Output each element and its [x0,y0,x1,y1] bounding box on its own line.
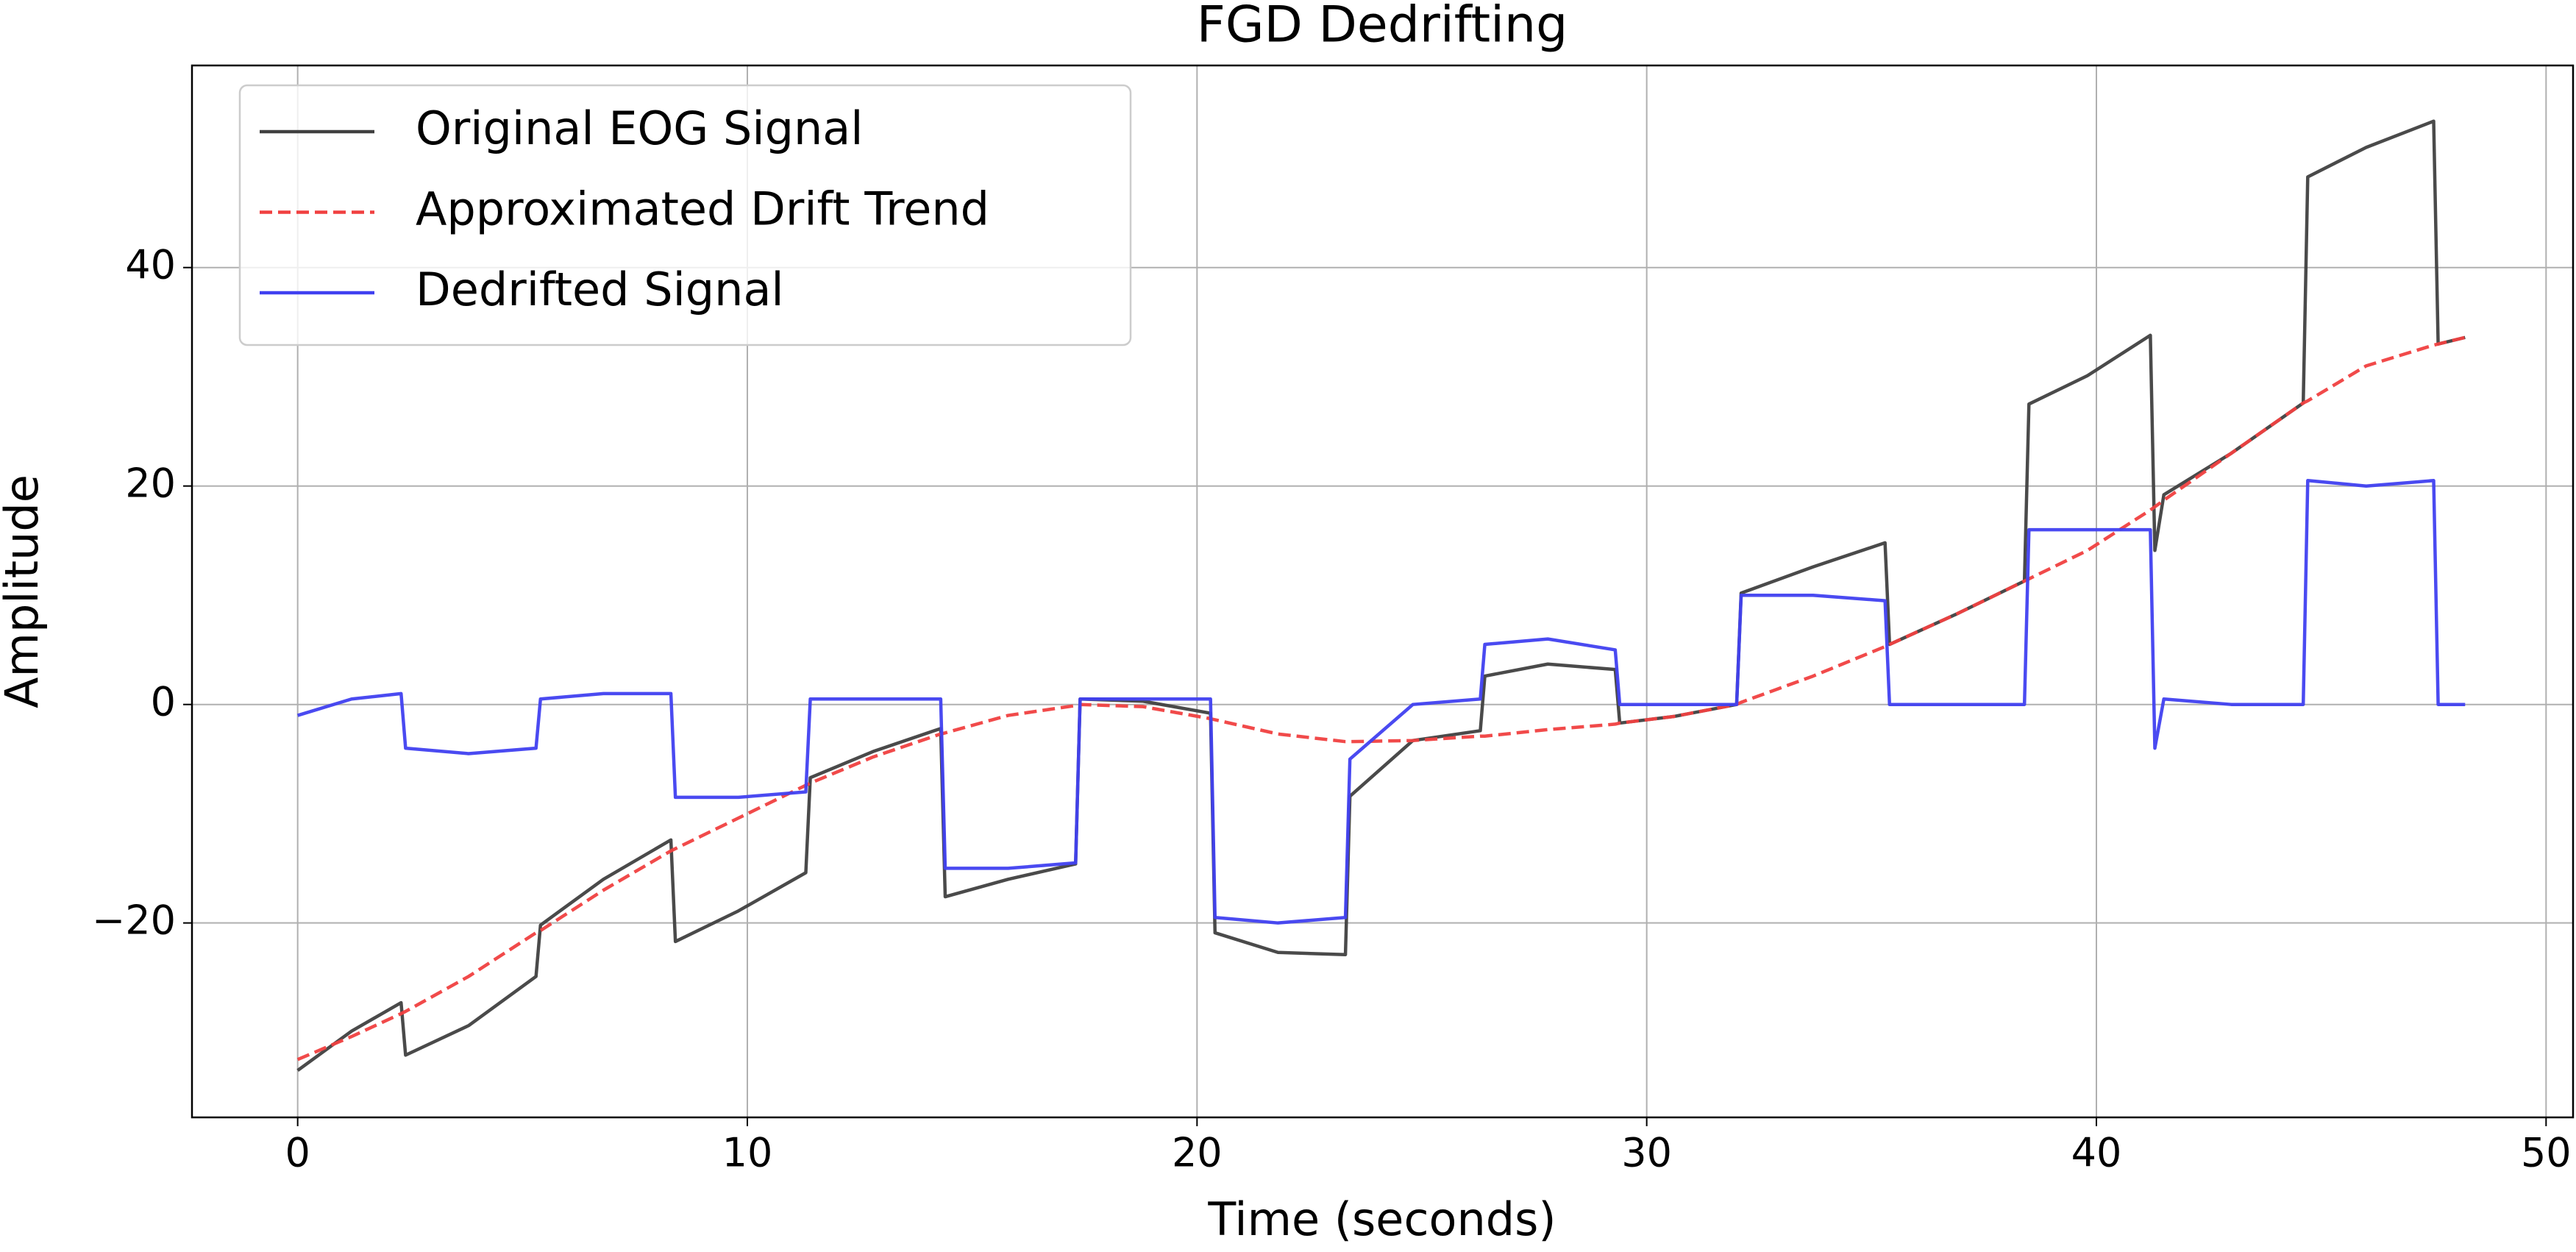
y-tick-label: −20 [92,897,176,943]
chart-title: FGD Dedrifting [1197,0,1568,54]
x-tick-label: 20 [1172,1130,1223,1176]
x-tick-label: 40 [2071,1130,2122,1176]
x-tick-label: 0 [285,1130,310,1176]
y-tick-label: 20 [125,460,176,506]
legend-label: Approximated Drift Trend [416,182,989,236]
legend-box [238,84,1132,346]
series-line [296,335,2466,1061]
x-tick-label: 10 [722,1130,773,1176]
legend-label: Original EOG Signal [416,102,864,155]
ticks: 0 10 20 30 40 50 −20 0 20 40 [92,241,2572,1175]
legend-label: Dedrifted Signal [416,263,784,316]
series-line [297,479,2466,925]
x-tick-label: 50 [2521,1130,2572,1176]
plot-frame [191,64,2575,1119]
x-tick-label: 30 [1621,1130,1672,1176]
plot-lines [296,119,2466,1072]
x-axis-label: Time (seconds) [1207,1192,1556,1246]
y-tick-label: 0 [151,678,176,725]
y-axis-label: Amplitude [0,474,49,708]
legend: Original EOG Signal Approximated Drift Tr… [238,84,1132,346]
y-tick-label: 40 [125,241,176,288]
